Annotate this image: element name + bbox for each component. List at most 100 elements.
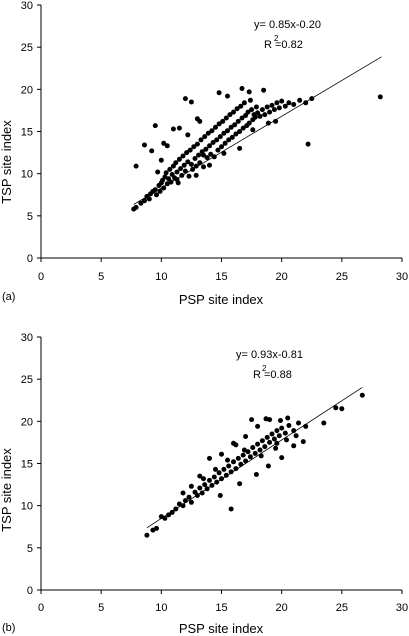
data-point xyxy=(142,142,147,148)
data-point xyxy=(259,438,265,444)
y-tick-label: 5 xyxy=(27,211,33,223)
y-tick-label: 15 xyxy=(21,459,33,471)
data-point xyxy=(255,423,261,429)
data-point xyxy=(273,445,279,451)
data-point xyxy=(267,109,273,115)
scatter-panel-b: 0 5 10 15 20 25 30 0 5 10 15 20 25 30 y= 0.93x-0.81 R… xyxy=(0,332,408,636)
data-point xyxy=(276,433,282,439)
data-point xyxy=(232,122,238,128)
y-tick-label: 0 xyxy=(27,253,33,265)
x-tick-label: 15 xyxy=(215,271,227,283)
data-point xyxy=(233,131,239,137)
data-point xyxy=(149,148,155,154)
data-point xyxy=(252,114,258,120)
data-point xyxy=(279,98,285,104)
data-point xyxy=(164,143,170,149)
points-a xyxy=(131,86,383,212)
data-point xyxy=(193,163,199,169)
data-point xyxy=(276,105,282,111)
data-point xyxy=(269,102,275,108)
data-point xyxy=(210,140,216,145)
data-point xyxy=(213,466,218,472)
data-point xyxy=(253,472,259,477)
x-tick-label: 0 xyxy=(38,271,44,283)
data-point xyxy=(170,126,176,132)
data-point xyxy=(176,156,182,162)
data-point xyxy=(252,450,258,456)
x-tick-label: 10 xyxy=(155,271,167,283)
regression-line-b xyxy=(146,387,363,529)
y-tick-label: 20 xyxy=(21,84,33,96)
r2-superscript-b: 2 xyxy=(262,364,267,373)
data-point xyxy=(297,97,303,103)
data-point xyxy=(216,121,222,127)
data-point xyxy=(201,164,206,170)
data-point xyxy=(158,157,164,163)
x-tick-label: 30 xyxy=(396,602,408,614)
data-point xyxy=(176,125,182,131)
data-point xyxy=(271,436,277,442)
data-point xyxy=(291,443,297,449)
data-point xyxy=(296,420,301,426)
data-point xyxy=(264,434,270,440)
data-point xyxy=(173,160,179,166)
data-point xyxy=(225,93,230,99)
data-point xyxy=(180,153,186,159)
data-point xyxy=(285,415,291,421)
data-point xyxy=(237,145,243,151)
data-point xyxy=(255,441,261,447)
x-tick-label: 25 xyxy=(336,602,348,614)
data-point xyxy=(138,200,144,206)
data-point xyxy=(207,162,212,168)
data-point xyxy=(188,161,194,167)
data-point xyxy=(198,137,204,143)
data-point xyxy=(188,483,194,489)
data-point xyxy=(239,86,245,91)
data-point xyxy=(233,442,239,448)
data-point xyxy=(261,87,267,93)
data-point xyxy=(202,482,208,488)
y-tick-label: 10 xyxy=(21,169,33,181)
data-point xyxy=(229,134,235,140)
data-point xyxy=(204,155,210,161)
data-point xyxy=(167,166,173,172)
data-point xyxy=(182,168,188,174)
data-point xyxy=(250,445,256,450)
data-point xyxy=(241,447,247,453)
data-point xyxy=(155,169,161,175)
data-point xyxy=(239,115,245,121)
y-axis-title-b: TSP site index xyxy=(0,448,14,532)
data-point xyxy=(197,473,203,479)
x-tick-label: 0 xyxy=(38,602,44,614)
data-point xyxy=(257,447,263,453)
data-point xyxy=(152,123,158,129)
x-tick-label: 5 xyxy=(98,602,104,614)
y-tick-label: 25 xyxy=(21,42,33,54)
x-tick-label: 15 xyxy=(215,602,227,614)
data-point xyxy=(249,417,255,423)
y-tick-label: 10 xyxy=(21,501,33,513)
data-point xyxy=(194,141,200,147)
data-point xyxy=(182,96,188,102)
data-point xyxy=(235,118,241,124)
data-point xyxy=(253,104,259,110)
y-tick-label: 25 xyxy=(21,374,33,386)
data-point xyxy=(269,431,275,437)
data-point xyxy=(193,172,199,178)
ticks-b: 0 5 10 15 20 25 30 0 5 10 15 20 25 30 xyxy=(21,332,408,614)
data-point xyxy=(223,115,229,121)
data-point xyxy=(146,196,152,202)
data-point xyxy=(257,113,263,119)
data-point xyxy=(247,97,253,103)
data-point xyxy=(196,152,202,158)
y-tick-label: 20 xyxy=(21,416,33,428)
data-point xyxy=(221,130,227,136)
data-point xyxy=(216,470,222,476)
x-tick-label: 30 xyxy=(396,271,408,283)
data-point xyxy=(264,104,270,110)
data-point xyxy=(201,152,206,158)
data-point xyxy=(192,156,198,161)
x-tick-label: 10 xyxy=(155,602,167,614)
data-point xyxy=(216,90,222,96)
data-point xyxy=(246,89,252,95)
